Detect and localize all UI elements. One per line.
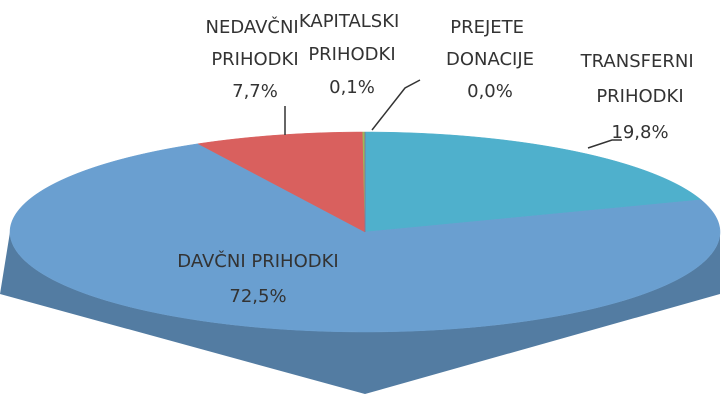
value-label: 72,5%: [229, 286, 286, 307]
slice-label: NEDAVČNI PRIHODKI: [206, 16, 305, 70]
slice: [364, 131, 702, 233]
value-label: 0,1%: [329, 77, 375, 98]
label-line: PRIHODKI: [308, 44, 395, 65]
label-line: KAPITALSKI: [299, 11, 405, 32]
label-line: PREJETE: [450, 17, 530, 38]
slice-label: TRANSFERNI PRIHODKI: [580, 51, 700, 107]
pie-tops: [9, 131, 721, 333]
value-label: 7,7%: [232, 81, 278, 102]
slice-side: [0, 232, 720, 394]
slice: [9, 143, 721, 333]
value-label: 19,8%: [611, 122, 668, 143]
label-line: TRANSFERNI: [580, 51, 700, 72]
label-line: NEDAVČNI: [206, 16, 305, 38]
slice-label: PREJETE DONACIJE: [446, 17, 534, 70]
label-line: PRIHODKI: [596, 86, 683, 107]
label-line: DONACIJE: [446, 49, 534, 70]
pie-sides: [0, 232, 720, 394]
slice-label: KAPITALSKI PRIHODKI: [299, 11, 405, 65]
label-line: PRIHODKI: [211, 49, 298, 70]
value-label: 0,0%: [467, 81, 513, 102]
leader-line: [587, 139, 622, 149]
leader-line: [371, 79, 421, 131]
slice-label: DAVČNI PRIHODKI: [177, 250, 338, 272]
slice: [197, 131, 366, 233]
